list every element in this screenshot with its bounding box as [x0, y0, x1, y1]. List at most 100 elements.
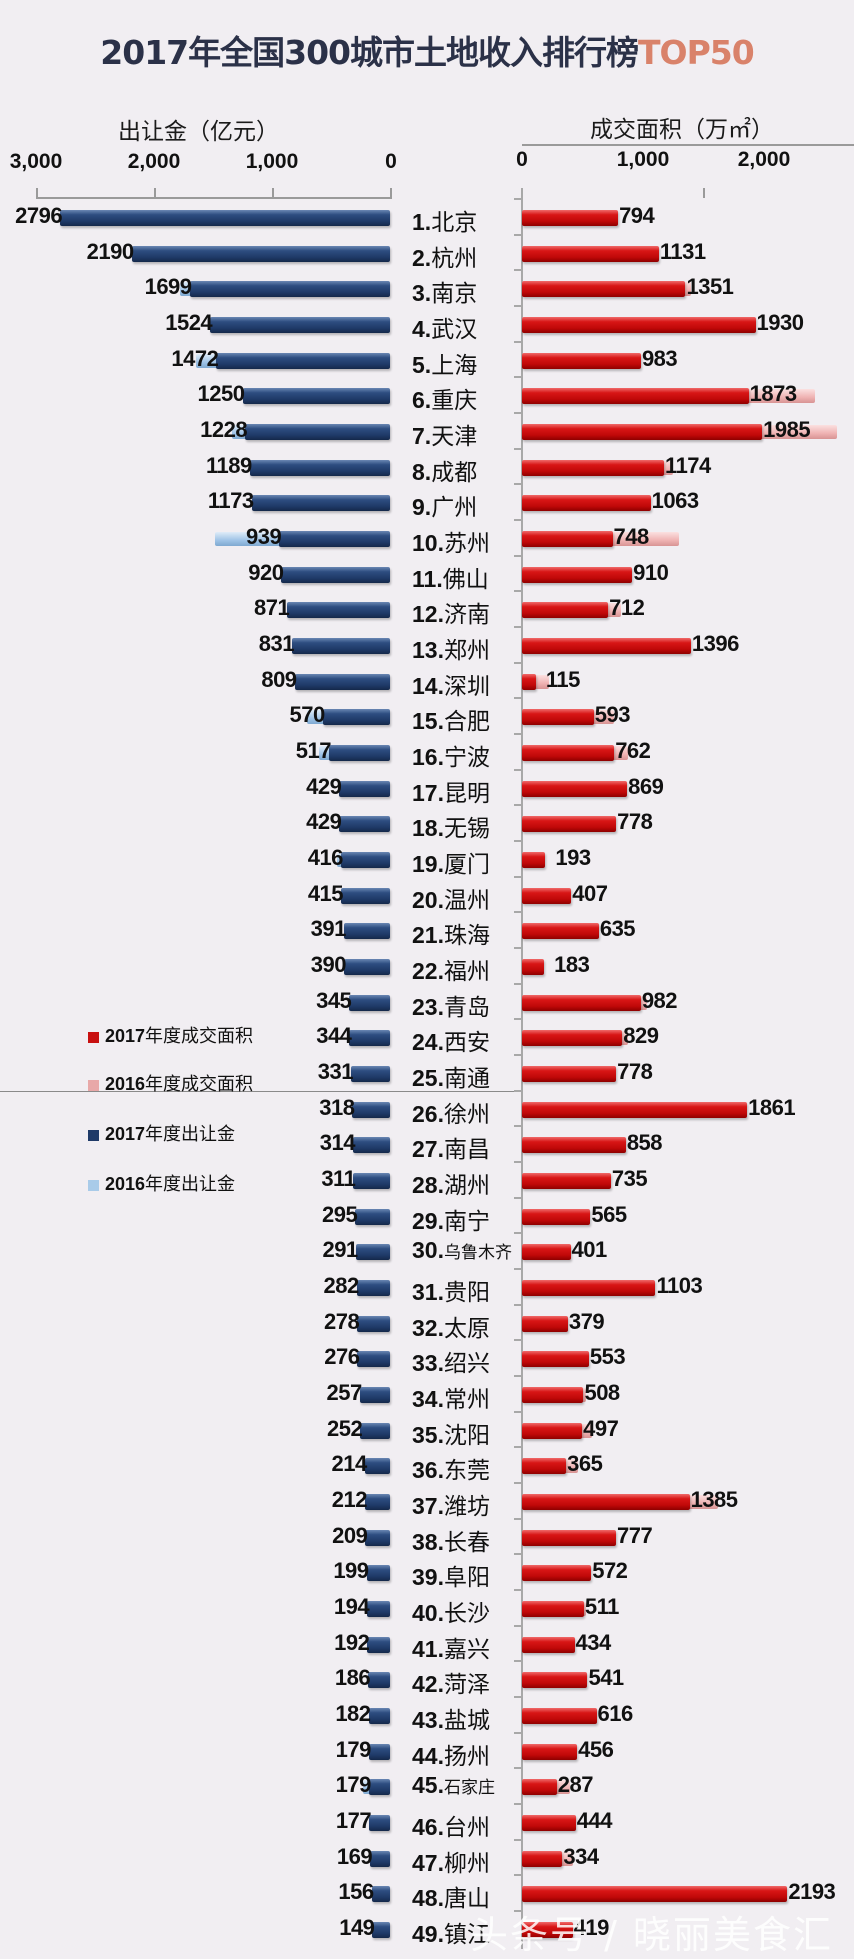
- city-rank: 48.: [412, 1885, 444, 1912]
- bar-2017-area: [522, 1494, 690, 1511]
- right-axis-tick: [514, 1089, 522, 1092]
- chart-row: 2190 2.杭州 1131: [0, 233, 854, 272]
- right-tick-1000: 1,000: [616, 148, 670, 171]
- bar-2017-revenue: [364, 1494, 390, 1511]
- city-name: 青岛: [443, 994, 490, 1021]
- city-name: 西安: [443, 1030, 490, 1057]
- area-value: 1063: [651, 488, 699, 514]
- chart-row: 318 26.徐州 1861: [0, 1089, 854, 1128]
- bar-2017-revenue: [372, 1922, 390, 1939]
- city-name: 长沙: [443, 1601, 490, 1628]
- right-axis-tick: [514, 1125, 522, 1128]
- city-name: 宁波: [443, 745, 490, 772]
- bar-2017-revenue: [291, 638, 390, 655]
- left-axis-tick: [36, 188, 38, 198]
- bar-2017-revenue: [251, 495, 390, 512]
- revenue-value: 214: [331, 1451, 368, 1477]
- bar-2017-area: [522, 1636, 575, 1653]
- city-name: 绍兴: [443, 1351, 490, 1378]
- right-axis-tick: [514, 519, 522, 522]
- bar-2017-area: [522, 1458, 567, 1475]
- bar-2017-revenue: [322, 709, 390, 726]
- city-name: 乌鲁木齐: [443, 1243, 512, 1264]
- right-axis-title: 成交面积（万㎡）: [590, 117, 774, 143]
- legend-item-2017-area: 2017年度成交面积: [88, 1022, 253, 1048]
- city-rank: 13.: [412, 637, 444, 664]
- bar-2017-area: [522, 1173, 611, 1190]
- city-name: 贵阳: [443, 1280, 490, 1307]
- city-label: 45.石家庄: [412, 1772, 495, 1799]
- city-rank: 22.: [412, 958, 444, 985]
- right-axis-tick: [514, 1910, 522, 1913]
- city-rank: 46.: [412, 1814, 444, 1841]
- bar-2017-revenue: [339, 816, 390, 833]
- bar-2017-revenue: [349, 1030, 390, 1047]
- area-value: 1385: [690, 1487, 738, 1513]
- chart-row: 199 39.阜阳 572: [0, 1553, 854, 1591]
- city-rank: 38.: [412, 1528, 444, 1555]
- bar-2017-revenue: [365, 1529, 390, 1546]
- city-rank: 10.: [412, 530, 444, 557]
- area-value: 401: [571, 1237, 608, 1263]
- bar-2017-revenue: [355, 1208, 390, 1225]
- chart-row: 1228 7.天津 1985: [0, 412, 854, 450]
- chart-row: 344 24.西安 829: [0, 1018, 854, 1057]
- bar-2017-revenue: [368, 1708, 390, 1725]
- city-label: 31.贵阳: [412, 1273, 490, 1307]
- right-axis-tick: [514, 1660, 522, 1663]
- city-name: 杭州: [431, 245, 478, 272]
- city-name: 北京: [431, 210, 478, 236]
- bar-2017-revenue: [355, 1244, 390, 1261]
- revenue-value: 209: [332, 1522, 368, 1548]
- right-axis-tick: [514, 269, 522, 272]
- bar-2017-revenue: [368, 1672, 390, 1689]
- city-label: 38.长春: [412, 1523, 490, 1557]
- right-axis-tick: [514, 1303, 522, 1306]
- bar-2017-area: [522, 1743, 578, 1760]
- right-axis-tick: [514, 1410, 522, 1413]
- city-label: 49.镇江: [412, 1915, 490, 1949]
- area-value: 858: [626, 1130, 663, 1156]
- city-label: 21.珠海: [412, 916, 490, 950]
- bar-2017-revenue: [60, 210, 390, 226]
- city-name: 上海: [431, 352, 478, 379]
- city-name: 常州: [443, 1387, 490, 1414]
- chart-row: 278 32.太原 379: [0, 1303, 854, 1342]
- city-label: 3.南京: [412, 274, 477, 308]
- city-label: 35.沈阳: [412, 1416, 490, 1450]
- city-rank: 47.: [412, 1849, 444, 1876]
- bar-2017-area: [522, 1601, 584, 1618]
- bar-2017-area: [522, 566, 633, 583]
- city-name: 厦门: [443, 852, 490, 879]
- area-value: 1861: [748, 1094, 796, 1120]
- city-rank: 42.: [412, 1671, 444, 1698]
- bar-2017-revenue: [357, 1315, 390, 1332]
- right-tick-0: 0: [516, 148, 528, 171]
- city-name: 盐城: [443, 1708, 490, 1735]
- right-axis-tick: [514, 340, 522, 343]
- city-label: 6.重庆: [412, 381, 477, 415]
- chart-row: 311 28.湖州 735: [0, 1161, 854, 1200]
- city-label: 28.湖州: [412, 1166, 490, 1200]
- right-axis-tick: [514, 947, 522, 950]
- bar-2017-area: [522, 638, 691, 655]
- chart-row: 149 49.镇江 419: [0, 1910, 854, 1949]
- city-name: 合肥: [443, 709, 490, 736]
- right-axis-tick: [703, 188, 705, 198]
- revenue-value: 1173: [207, 488, 254, 514]
- right-axis-tick: [514, 1589, 522, 1592]
- bar-2017-area: [522, 1565, 592, 1582]
- bar-2017-revenue: [370, 1850, 390, 1867]
- bar-2017-area: [522, 1850, 563, 1867]
- legend-swatch-icon: [88, 1129, 99, 1141]
- chart-row: 809 14.深圳 115: [0, 661, 854, 700]
- city-rank: 17.: [412, 779, 444, 806]
- right-tick-2000: 2,000: [737, 148, 791, 171]
- chart-row: 209 38.长春 777: [0, 1517, 854, 1557]
- bar-2017-revenue: [368, 1743, 390, 1760]
- city-rank: 45.: [412, 1772, 444, 1799]
- chart-row: 920 11.佛山 910: [0, 554, 854, 593]
- city-name: 镇江: [443, 1922, 490, 1949]
- chart-row: 179 44.扬州 456: [0, 1731, 854, 1770]
- right-axis-tick: [514, 1196, 522, 1199]
